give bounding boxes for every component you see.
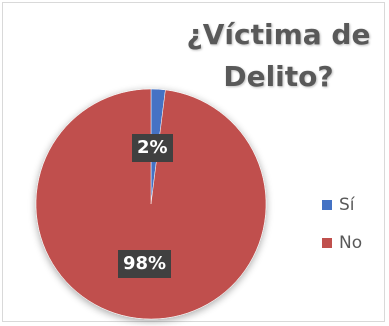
chart-title-line-1: ¿Víctima de — [186, 18, 371, 51]
data-label-no: 98% — [118, 250, 172, 278]
chart-title: ¿Víctima de Delito? — [176, 14, 381, 98]
chart-title-line-2: Delito? — [223, 60, 334, 93]
pie-slice-no — [35, 88, 267, 320]
legend: Sí No — [322, 193, 362, 269]
legend-swatch-si — [322, 200, 332, 210]
legend-swatch-no — [322, 238, 332, 248]
legend-label-si: Sí — [339, 195, 355, 215]
data-label-si: 2% — [132, 134, 173, 162]
legend-label-no: No — [339, 233, 363, 253]
legend-item-no: No — [322, 231, 362, 255]
legend-item-si: Sí — [322, 193, 362, 217]
